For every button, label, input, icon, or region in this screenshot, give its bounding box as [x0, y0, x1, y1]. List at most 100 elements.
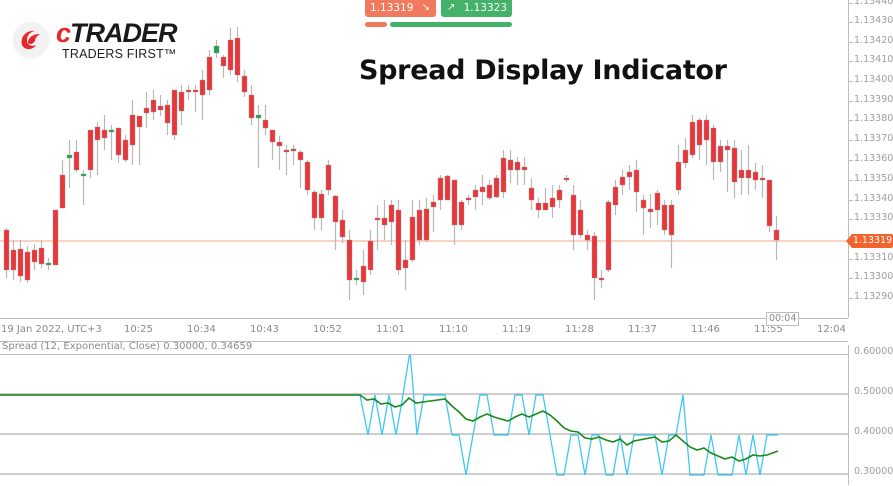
- bearish-candle: [10, 249, 17, 271]
- indicator-tick-label: 0.40000: [854, 426, 893, 437]
- bearish-candle: [451, 179, 458, 226]
- bearish-candle: [150, 99, 157, 113]
- bearish-candle: [101, 129, 108, 139]
- price-tick-label: 1.13370: [854, 133, 893, 144]
- ema-series: [0, 394, 779, 462]
- price-tick-mark: [849, 140, 853, 141]
- bearish-candle: [598, 277, 605, 281]
- bearish-candle: [654, 192, 661, 211]
- time-tick-label: 10:34: [187, 324, 216, 335]
- ask-price: 1.13323: [463, 2, 507, 14]
- bearish-candle: [206, 56, 213, 91]
- bearish-candle: [661, 204, 668, 231]
- bearish-candle: [542, 202, 549, 211]
- bearish-candle: [283, 149, 290, 153]
- price-tick-mark: [849, 200, 853, 201]
- bearish-candle: [395, 209, 402, 271]
- bearish-candle: [297, 151, 304, 161]
- bearish-candle: [73, 151, 80, 171]
- price-tick-label: 1.13350: [854, 173, 893, 184]
- bearish-candle: [3, 229, 10, 271]
- indicator-tick-label: 0.50000: [854, 386, 893, 397]
- buy-button[interactable]: ↗ 1.13323: [441, 0, 512, 17]
- bearish-candle: [388, 204, 395, 223]
- bearish-candle: [626, 171, 633, 178]
- time-tick-label: 11:28: [565, 324, 594, 335]
- bearish-candle: [52, 209, 59, 266]
- bearish-candle: [24, 251, 31, 281]
- spread-series: [0, 355, 778, 476]
- bearish-candle: [59, 174, 66, 209]
- bearish-candle: [318, 193, 325, 219]
- bearish-candle: [570, 194, 577, 236]
- bearish-candle: [304, 161, 311, 191]
- bearish-candle: [507, 159, 514, 171]
- bullish-candle: [353, 277, 360, 281]
- time-tick-label: 11:10: [439, 324, 468, 335]
- price-chart[interactable]: [0, 0, 848, 318]
- price-tick-mark: [849, 42, 853, 43]
- sell-button[interactable]: 1.13319 ↘: [365, 0, 436, 17]
- bearish-candle: [115, 127, 122, 156]
- bearish-candle: [738, 169, 745, 179]
- price-axis[interactable]: 1.13440 1.13430 1.13420 1.13410 1.13400 1.133…: [848, 0, 893, 318]
- time-tick-label: 11:19: [502, 324, 531, 335]
- bearish-candle: [157, 105, 164, 111]
- bearish-candle: [94, 126, 101, 141]
- bearish-candle: [17, 248, 24, 277]
- bearish-candle: [248, 94, 255, 119]
- price-tick-mark: [849, 278, 853, 279]
- bearish-candle: [122, 139, 129, 161]
- candle-countdown: 00:04: [766, 312, 800, 326]
- indicator-axis[interactable]: 0.60000 0.50000 0.40000 0.30000: [848, 345, 893, 485]
- indicator-header: Spread (12, Exponential, Close) 0.30000,…: [0, 341, 893, 354]
- logo-main: TRADER: [70, 18, 177, 48]
- bid-price: 1.13319: [370, 2, 414, 14]
- price-tick-label: 1.13390: [854, 94, 893, 105]
- bearish-candle: [500, 157, 507, 193]
- bearish-candle: [192, 89, 199, 93]
- bearish-candle: [262, 119, 269, 129]
- price-tick-mark: [849, 101, 853, 102]
- bearish-candle: [486, 184, 493, 199]
- spread-indicator-panel[interactable]: [0, 354, 848, 486]
- current-price-tag: 1.13319: [846, 234, 893, 248]
- price-tick-label: 1.13440: [854, 0, 893, 7]
- bearish-candle: [605, 201, 612, 271]
- time-tick-label: 11:01: [376, 324, 405, 335]
- price-tick-mark: [849, 259, 853, 260]
- time-tick-label: 11:37: [628, 324, 657, 335]
- bearish-candle: [465, 197, 472, 201]
- bearish-candle: [752, 171, 759, 181]
- time-axis[interactable]: 19 Jan 2022, UTC+3 10:25 10:34 10:43 10:52 11…: [0, 318, 848, 342]
- bullish-candle: [80, 173, 87, 177]
- bearish-candle: [514, 161, 521, 171]
- bullish-candle: [255, 114, 262, 119]
- logo-tagline: TRADERS FIRST™: [62, 47, 177, 61]
- indicator-title[interactable]: Spread (12, Exponential, Close) 0.30000,…: [2, 341, 253, 352]
- bearish-candle: [619, 176, 626, 186]
- bearish-candle: [374, 217, 381, 221]
- time-tick-label: 12:04: [817, 324, 846, 335]
- price-tick-label: 1.13400: [854, 74, 893, 85]
- bearish-candle: [745, 169, 752, 179]
- buy-sentiment-bar: [390, 22, 512, 27]
- bearish-candle: [164, 104, 171, 124]
- time-tick-label: 10:25: [124, 324, 153, 335]
- price-tick-mark: [849, 160, 853, 161]
- bearish-candle: [668, 204, 675, 236]
- bearish-candle: [269, 129, 276, 143]
- bearish-candle: [577, 209, 584, 236]
- ctrader-logo-icon: [14, 23, 48, 57]
- bullish-candle: [213, 45, 220, 54]
- logo-prefix: c: [56, 18, 71, 48]
- bearish-candle: [766, 179, 773, 227]
- bearish-candle: [31, 249, 38, 263]
- price-tick-mark: [849, 3, 853, 4]
- bearish-candle: [290, 148, 297, 152]
- bearish-candle: [430, 201, 437, 208]
- price-tick-label: 1.13290: [854, 291, 893, 302]
- bearish-candle: [472, 189, 479, 198]
- bearish-candle: [773, 229, 780, 241]
- bearish-candle: [381, 217, 388, 226]
